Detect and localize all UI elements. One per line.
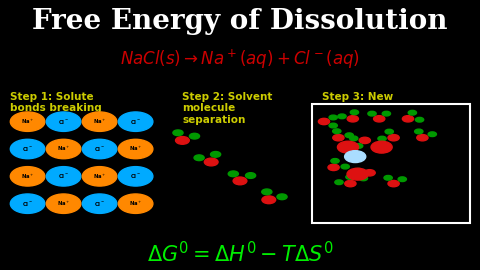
Circle shape — [415, 129, 423, 134]
Circle shape — [415, 117, 424, 122]
Circle shape — [337, 141, 359, 153]
Circle shape — [83, 112, 117, 131]
Circle shape — [402, 116, 414, 122]
Circle shape — [385, 129, 394, 134]
Text: Cl$^-$: Cl$^-$ — [22, 145, 33, 153]
Text: Step 2: Solvent
molecule
separation: Step 2: Solvent molecule separation — [182, 92, 273, 125]
Circle shape — [46, 194, 81, 213]
Circle shape — [331, 158, 339, 163]
Circle shape — [428, 132, 436, 137]
Circle shape — [262, 189, 272, 195]
Circle shape — [83, 139, 117, 159]
Text: Step 1: Solute
bonds breaking: Step 1: Solute bonds breaking — [10, 92, 101, 113]
Circle shape — [349, 136, 358, 141]
Text: Na$^+$: Na$^+$ — [129, 144, 143, 153]
Circle shape — [194, 155, 204, 161]
Text: $\Delta G^0 = \Delta H^0 - T\Delta S^0$: $\Delta G^0 = \Delta H^0 - T\Delta S^0$ — [146, 241, 334, 266]
Text: Na$^+$: Na$^+$ — [57, 199, 71, 208]
Circle shape — [173, 130, 183, 136]
Text: Cl$^-$: Cl$^-$ — [58, 118, 69, 126]
Circle shape — [354, 144, 363, 148]
Circle shape — [83, 167, 117, 186]
Circle shape — [359, 137, 371, 144]
Circle shape — [233, 177, 247, 185]
Circle shape — [190, 133, 200, 139]
Circle shape — [398, 177, 407, 181]
Circle shape — [118, 194, 153, 213]
Circle shape — [118, 167, 153, 186]
Text: Cl$^-$: Cl$^-$ — [130, 172, 141, 180]
Text: Na$^+$: Na$^+$ — [21, 172, 35, 181]
Circle shape — [228, 171, 239, 177]
Circle shape — [11, 139, 45, 159]
Circle shape — [408, 110, 417, 115]
Circle shape — [417, 134, 428, 141]
Text: Na$^+$: Na$^+$ — [129, 199, 143, 208]
Circle shape — [328, 164, 339, 171]
Circle shape — [338, 114, 346, 119]
Circle shape — [388, 134, 399, 141]
Circle shape — [204, 158, 218, 166]
Circle shape — [246, 173, 256, 178]
Text: Cl$^-$: Cl$^-$ — [22, 200, 33, 208]
Text: Cl$^-$: Cl$^-$ — [94, 145, 105, 153]
Circle shape — [277, 194, 287, 200]
Circle shape — [176, 137, 189, 144]
Circle shape — [329, 115, 337, 120]
Circle shape — [333, 129, 341, 134]
Text: Na$^+$: Na$^+$ — [93, 117, 107, 126]
Circle shape — [345, 133, 353, 138]
Circle shape — [345, 151, 366, 163]
Text: Cl$^-$: Cl$^-$ — [94, 200, 105, 208]
Circle shape — [11, 194, 45, 213]
Text: $\it{NaCl(s)} \rightarrow \it{Na}^+\it{(aq)} + \it{Cl}^-\it{(aq)}$: $\it{NaCl(s)} \rightarrow \it{Na}^+\it{(… — [120, 48, 360, 71]
Circle shape — [329, 123, 337, 128]
Text: Na$^+$: Na$^+$ — [21, 117, 35, 126]
Text: Na$^+$: Na$^+$ — [93, 172, 107, 181]
Circle shape — [388, 180, 399, 187]
Circle shape — [341, 164, 349, 169]
Circle shape — [11, 112, 45, 131]
Circle shape — [368, 111, 376, 116]
Text: Step 3: New
IMFs formed: Step 3: New IMFs formed — [322, 92, 395, 113]
Circle shape — [333, 134, 344, 141]
Circle shape — [384, 176, 392, 180]
Text: Cl$^-$: Cl$^-$ — [130, 118, 141, 126]
Circle shape — [371, 141, 392, 153]
Circle shape — [211, 151, 221, 157]
Circle shape — [118, 112, 153, 131]
Circle shape — [83, 194, 117, 213]
Circle shape — [46, 167, 81, 186]
Circle shape — [347, 116, 359, 122]
Circle shape — [262, 196, 276, 204]
Circle shape — [378, 136, 386, 141]
Text: Cl$^-$: Cl$^-$ — [58, 172, 69, 180]
Circle shape — [46, 112, 81, 131]
Circle shape — [354, 168, 363, 173]
Circle shape — [382, 111, 391, 116]
Circle shape — [46, 139, 81, 159]
Circle shape — [350, 110, 359, 115]
Text: Na$^+$: Na$^+$ — [57, 144, 71, 153]
Bar — [312, 104, 470, 223]
Circle shape — [347, 168, 368, 180]
Circle shape — [11, 167, 45, 186]
Circle shape — [373, 116, 385, 122]
Circle shape — [318, 118, 330, 125]
Circle shape — [346, 175, 354, 179]
Circle shape — [364, 170, 375, 176]
Circle shape — [359, 176, 368, 181]
Circle shape — [335, 180, 343, 185]
Circle shape — [345, 180, 356, 187]
Text: Free Energy of Dissolution: Free Energy of Dissolution — [32, 8, 448, 35]
Circle shape — [118, 139, 153, 159]
